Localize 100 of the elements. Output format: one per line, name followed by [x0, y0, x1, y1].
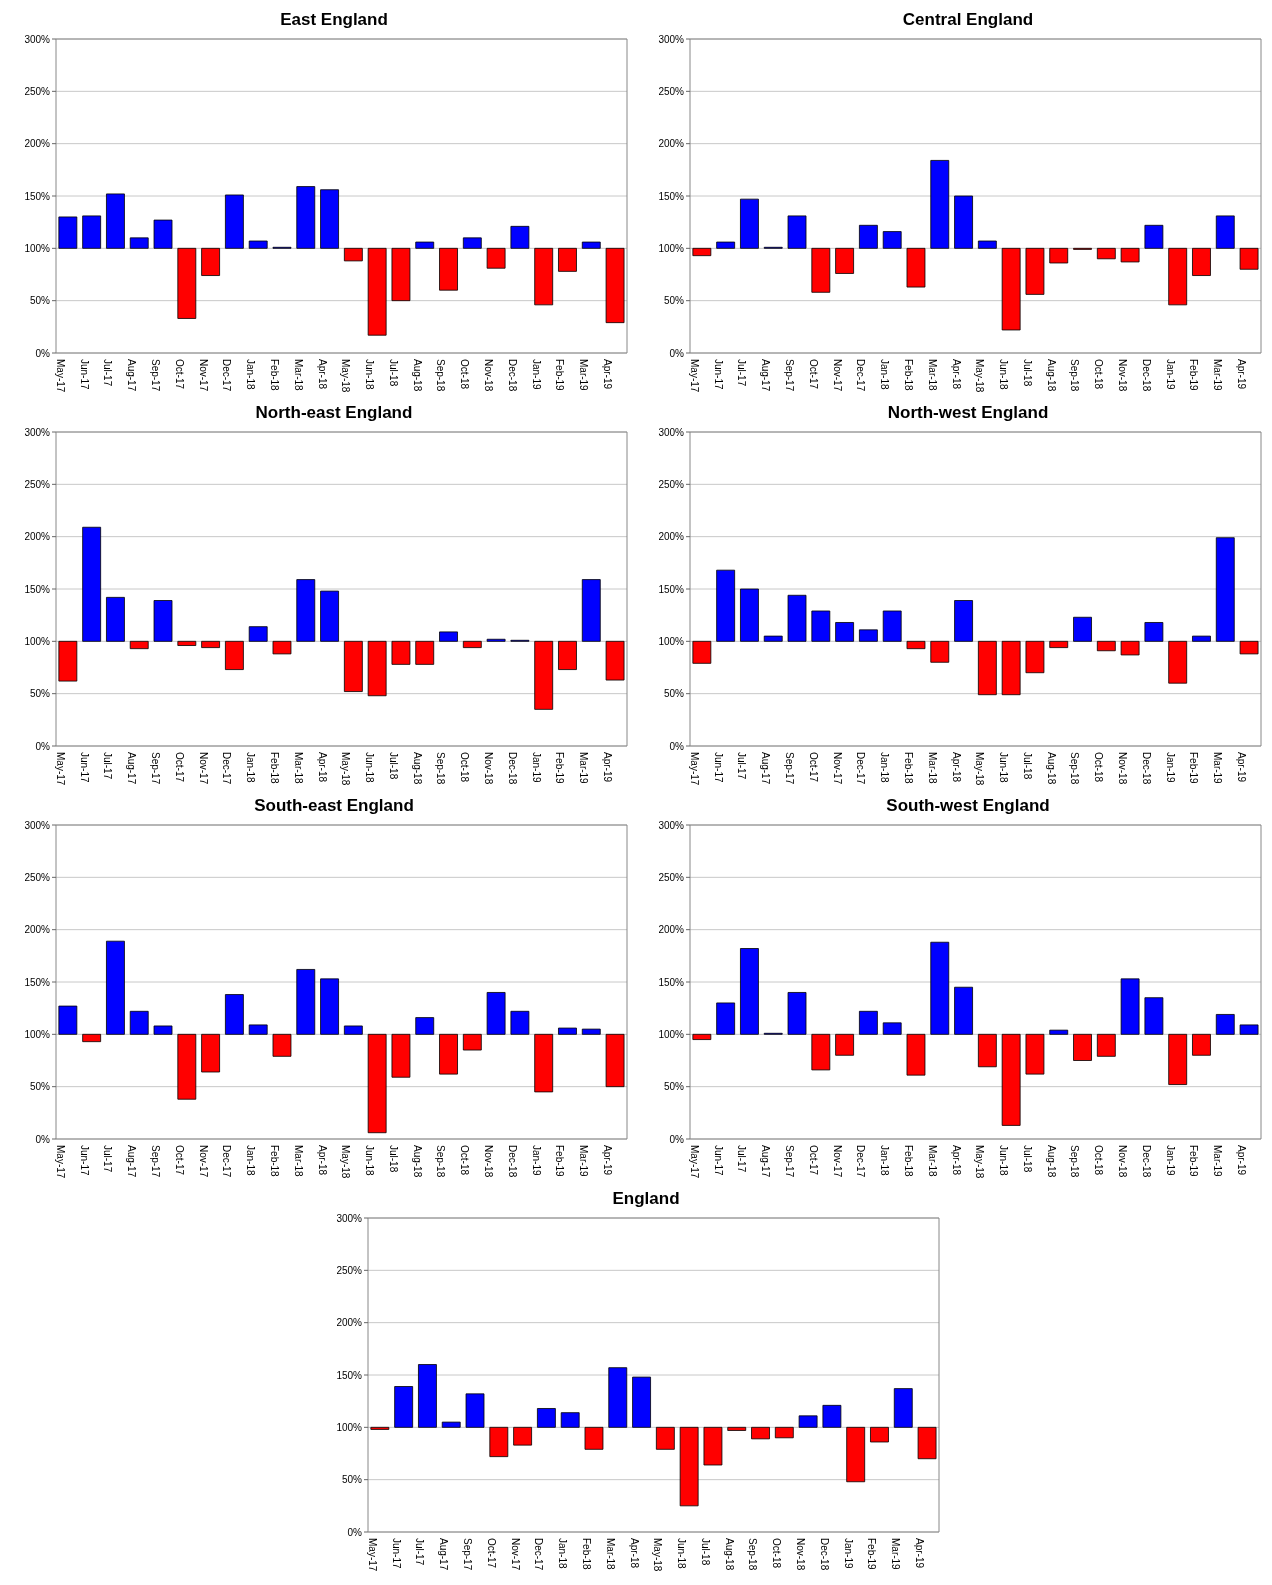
x-tick-label: Sep-18 [435, 752, 447, 785]
x-tick-label: Jul-17 [736, 752, 748, 780]
x-tick-label: Jul-17 [736, 359, 748, 387]
y-tick-label: 250% [24, 478, 51, 490]
bar [930, 640, 950, 663]
x-tick-label: Oct-18 [771, 1538, 783, 1569]
bar [1215, 215, 1235, 249]
x-tick-label: Oct-17 [173, 1145, 185, 1176]
x-tick-label: Oct-18 [1093, 359, 1105, 390]
x-tick-label: Dec-17 [221, 1145, 233, 1178]
bar [510, 1010, 530, 1035]
x-tick-label: Jan-18 [879, 359, 891, 391]
bar [1120, 640, 1140, 656]
y-tick-label: 0% [347, 1526, 363, 1538]
x-tick-label: Jun-18 [364, 752, 376, 784]
bar [906, 1033, 926, 1076]
bar [439, 247, 458, 291]
bar [558, 247, 577, 272]
y-tick-label: 50% [341, 1474, 363, 1486]
bar [1073, 616, 1092, 642]
x-tick-label: Oct-18 [1093, 752, 1105, 783]
bar [106, 596, 125, 642]
x-tick-label: Dec-17 [855, 1145, 867, 1178]
y-tick-label: 150% [336, 1369, 363, 1381]
bar [605, 247, 625, 324]
y-tick-label: 0% [35, 347, 51, 359]
y-tick-label: 300% [658, 426, 685, 438]
bar [1192, 247, 1211, 276]
bar [58, 1005, 78, 1035]
x-tick-label: Oct-17 [173, 752, 185, 783]
x-tick-label: Dec-18 [506, 752, 518, 785]
bar [441, 1421, 461, 1428]
bar [415, 1017, 435, 1035]
y-tick-label: 100% [24, 242, 51, 254]
bar [462, 640, 482, 649]
y-tick-label: 150% [658, 190, 685, 202]
bar [106, 940, 125, 1035]
x-tick-label: Dec-18 [1140, 1145, 1152, 1178]
bar [343, 1025, 363, 1035]
x-tick-label: Jul-18 [387, 359, 399, 387]
bar [835, 622, 855, 642]
x-tick-label: May-18 [974, 1145, 986, 1179]
x-tick-label: May-18 [652, 1538, 664, 1572]
y-tick-label: 50% [663, 688, 685, 700]
y-tick-label: 50% [663, 1081, 685, 1093]
x-tick-label: Dec-18 [1140, 752, 1152, 785]
bar [581, 579, 601, 642]
y-tick-label: 200% [24, 924, 51, 936]
x-tick-label: Apr-18 [316, 1145, 328, 1176]
y-tick-label: 250% [24, 85, 51, 97]
x-tick-label: Apr-18 [316, 359, 328, 390]
bar [893, 1388, 913, 1428]
y-tick-label: 150% [24, 976, 51, 988]
bar [930, 160, 950, 249]
x-tick-label: Jan-18 [879, 752, 891, 784]
bar [1120, 978, 1140, 1035]
x-tick-label: Jul-18 [387, 752, 399, 780]
x-tick-label: Jul-17 [102, 1145, 114, 1173]
x-tick-label: Feb-18 [580, 1538, 592, 1571]
bar [225, 640, 244, 670]
x-tick-label: Jul-18 [1021, 1145, 1033, 1173]
bar [1192, 1033, 1211, 1056]
bar [391, 247, 411, 302]
bar [534, 247, 554, 306]
bar [394, 1386, 414, 1428]
bar [692, 1033, 712, 1040]
bar [177, 1033, 197, 1100]
bar [58, 640, 78, 682]
y-tick-label: 300% [24, 33, 51, 45]
bar [679, 1426, 699, 1507]
x-tick-label: Jan-19 [1164, 1145, 1176, 1177]
bar [296, 186, 316, 249]
bar [906, 247, 926, 288]
bar [129, 237, 149, 249]
x-tick-label: Nov-17 [509, 1538, 521, 1571]
chart-title: England [611, 1188, 681, 1210]
bar [811, 610, 831, 642]
x-tick-label: Oct-17 [807, 752, 819, 783]
bar [58, 216, 78, 249]
bar [82, 526, 102, 642]
x-tick-label: Aug-17 [760, 359, 772, 392]
x-tick-label: Feb-18 [902, 1145, 914, 1178]
chart-title: East England [279, 9, 389, 31]
x-tick-label: Jul-18 [1021, 359, 1033, 387]
x-tick-label: Jul-18 [699, 1538, 711, 1566]
x-tick-label: Apr-18 [950, 1145, 962, 1176]
x-tick-label: Oct-18 [459, 1145, 471, 1176]
bar [177, 247, 197, 319]
y-tick-label: 150% [24, 190, 51, 202]
bar [462, 1033, 482, 1051]
bar [977, 240, 997, 249]
bar [930, 941, 950, 1035]
bar [510, 225, 530, 249]
x-tick-label: Jan-18 [245, 359, 257, 391]
bar [537, 1408, 556, 1428]
bar [367, 640, 387, 697]
x-tick-label: Sep-17 [783, 752, 795, 785]
x-tick-label: Oct-18 [459, 359, 471, 390]
y-tick-label: 0% [669, 740, 685, 752]
bar [272, 640, 292, 655]
